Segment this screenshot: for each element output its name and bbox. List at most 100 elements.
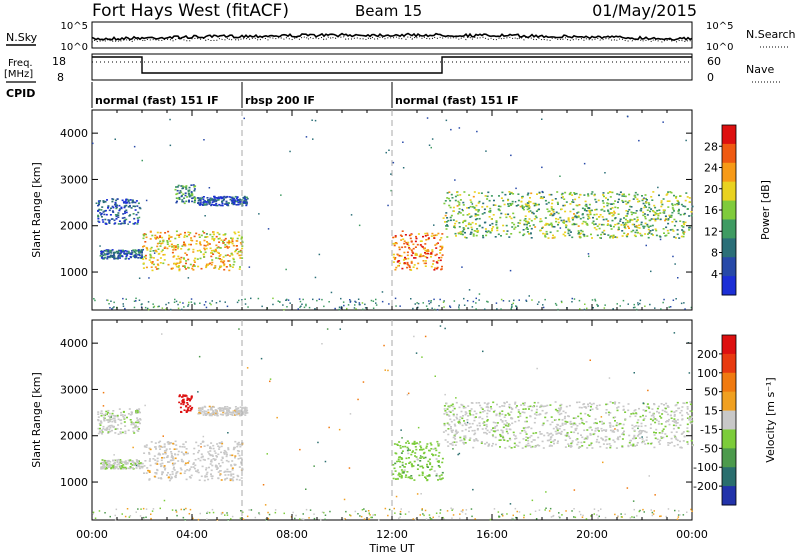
echo-cell <box>134 426 136 429</box>
echo-cell <box>595 208 598 211</box>
echo-cell <box>677 407 680 410</box>
echo-cell <box>103 462 106 464</box>
echo-cell <box>440 474 443 476</box>
echo-cell <box>214 204 217 207</box>
echo-cell <box>683 402 686 405</box>
echo-cell <box>642 402 645 404</box>
echo-cell <box>212 458 215 460</box>
echo-cell <box>682 232 685 234</box>
echo-cell <box>133 432 136 434</box>
echo-cell <box>677 427 680 429</box>
echo-cell <box>226 203 229 206</box>
echo-cell <box>242 202 245 204</box>
echo-cell <box>139 257 142 259</box>
echo-cell <box>601 423 604 425</box>
y-tick-label: 3000 <box>60 383 88 396</box>
echo-cell <box>234 456 236 459</box>
echo-cell <box>151 510 154 512</box>
echo-cell <box>462 228 465 231</box>
echo-cell <box>588 203 591 206</box>
echo-cell <box>107 249 110 251</box>
echo-cell <box>645 197 647 200</box>
echo-cell <box>237 250 240 253</box>
echo-cell <box>660 200 663 202</box>
echo-cell <box>221 456 224 459</box>
echo-cell <box>485 230 487 233</box>
echo-cell <box>473 433 476 436</box>
echo-cell <box>594 298 596 301</box>
echo-cell <box>672 208 675 211</box>
echo-cell <box>682 440 685 442</box>
echo-cell <box>506 401 508 403</box>
echo-cell <box>482 202 485 205</box>
echo-cell <box>669 442 671 444</box>
echo-cell <box>125 298 127 300</box>
echo-cell <box>218 462 220 465</box>
echo-cell <box>674 437 677 439</box>
echo-cell <box>621 446 624 448</box>
colorbar-swatch <box>722 181 736 202</box>
echo-cell <box>123 461 126 463</box>
echo-cell <box>524 402 526 404</box>
echo-cell <box>157 248 160 250</box>
echo-cell <box>444 214 447 217</box>
echo-cell <box>403 242 406 245</box>
echo-cell <box>128 467 131 470</box>
echo-cell <box>496 424 498 427</box>
echo-cell <box>116 415 119 418</box>
echo-cell <box>132 423 135 426</box>
echo-cell <box>124 210 126 213</box>
echo-cell <box>688 372 691 374</box>
echo-cell <box>312 298 314 301</box>
echo-cell <box>218 203 221 206</box>
echo-cell <box>627 115 629 118</box>
echo-cell <box>100 212 103 215</box>
echo-cell <box>152 257 155 259</box>
echo-cell <box>221 442 224 445</box>
echo-cell <box>171 454 173 457</box>
echo-cell <box>231 454 234 457</box>
echo-cell <box>666 193 669 195</box>
echo-cell <box>170 267 173 270</box>
echo-cell <box>621 433 624 435</box>
echo-cell <box>199 302 201 304</box>
echo-cell <box>551 209 554 211</box>
echo-cell <box>605 409 608 411</box>
echo-cell <box>219 442 222 445</box>
echo-cell <box>688 197 691 199</box>
echo-cell <box>549 223 552 226</box>
echo-cell <box>431 307 433 309</box>
echo-cell <box>612 425 615 427</box>
echo-cell <box>230 474 233 477</box>
echo-cell <box>454 222 457 225</box>
echo-cell <box>206 471 209 474</box>
echo-cell <box>145 508 148 510</box>
echo-cell <box>232 473 235 475</box>
echo-cell <box>533 204 536 207</box>
echo-cell <box>453 441 456 443</box>
echo-cell <box>640 223 643 226</box>
echo-cell <box>640 221 643 224</box>
echo-cell <box>552 234 554 237</box>
echo-cell <box>454 430 457 433</box>
echo-cell <box>168 236 171 239</box>
echo-cell <box>131 461 134 463</box>
echo-cell <box>419 514 421 516</box>
echo-cell <box>614 401 617 403</box>
power-echo-field <box>92 115 694 311</box>
echo-cell <box>122 213 125 215</box>
echo-cell <box>522 229 525 231</box>
echo-cell <box>674 404 677 407</box>
echo-cell <box>103 418 106 421</box>
echo-cell <box>507 199 509 202</box>
echo-cell <box>438 451 441 454</box>
echo-cell <box>219 266 221 269</box>
echo-cell <box>183 446 186 448</box>
echo-cell <box>507 432 509 435</box>
echo-cell <box>581 222 584 225</box>
echo-cell <box>463 438 466 441</box>
echo-cell <box>131 464 134 466</box>
echo-cell <box>202 414 205 416</box>
echo-cell <box>443 202 446 205</box>
echo-cell <box>123 421 126 423</box>
